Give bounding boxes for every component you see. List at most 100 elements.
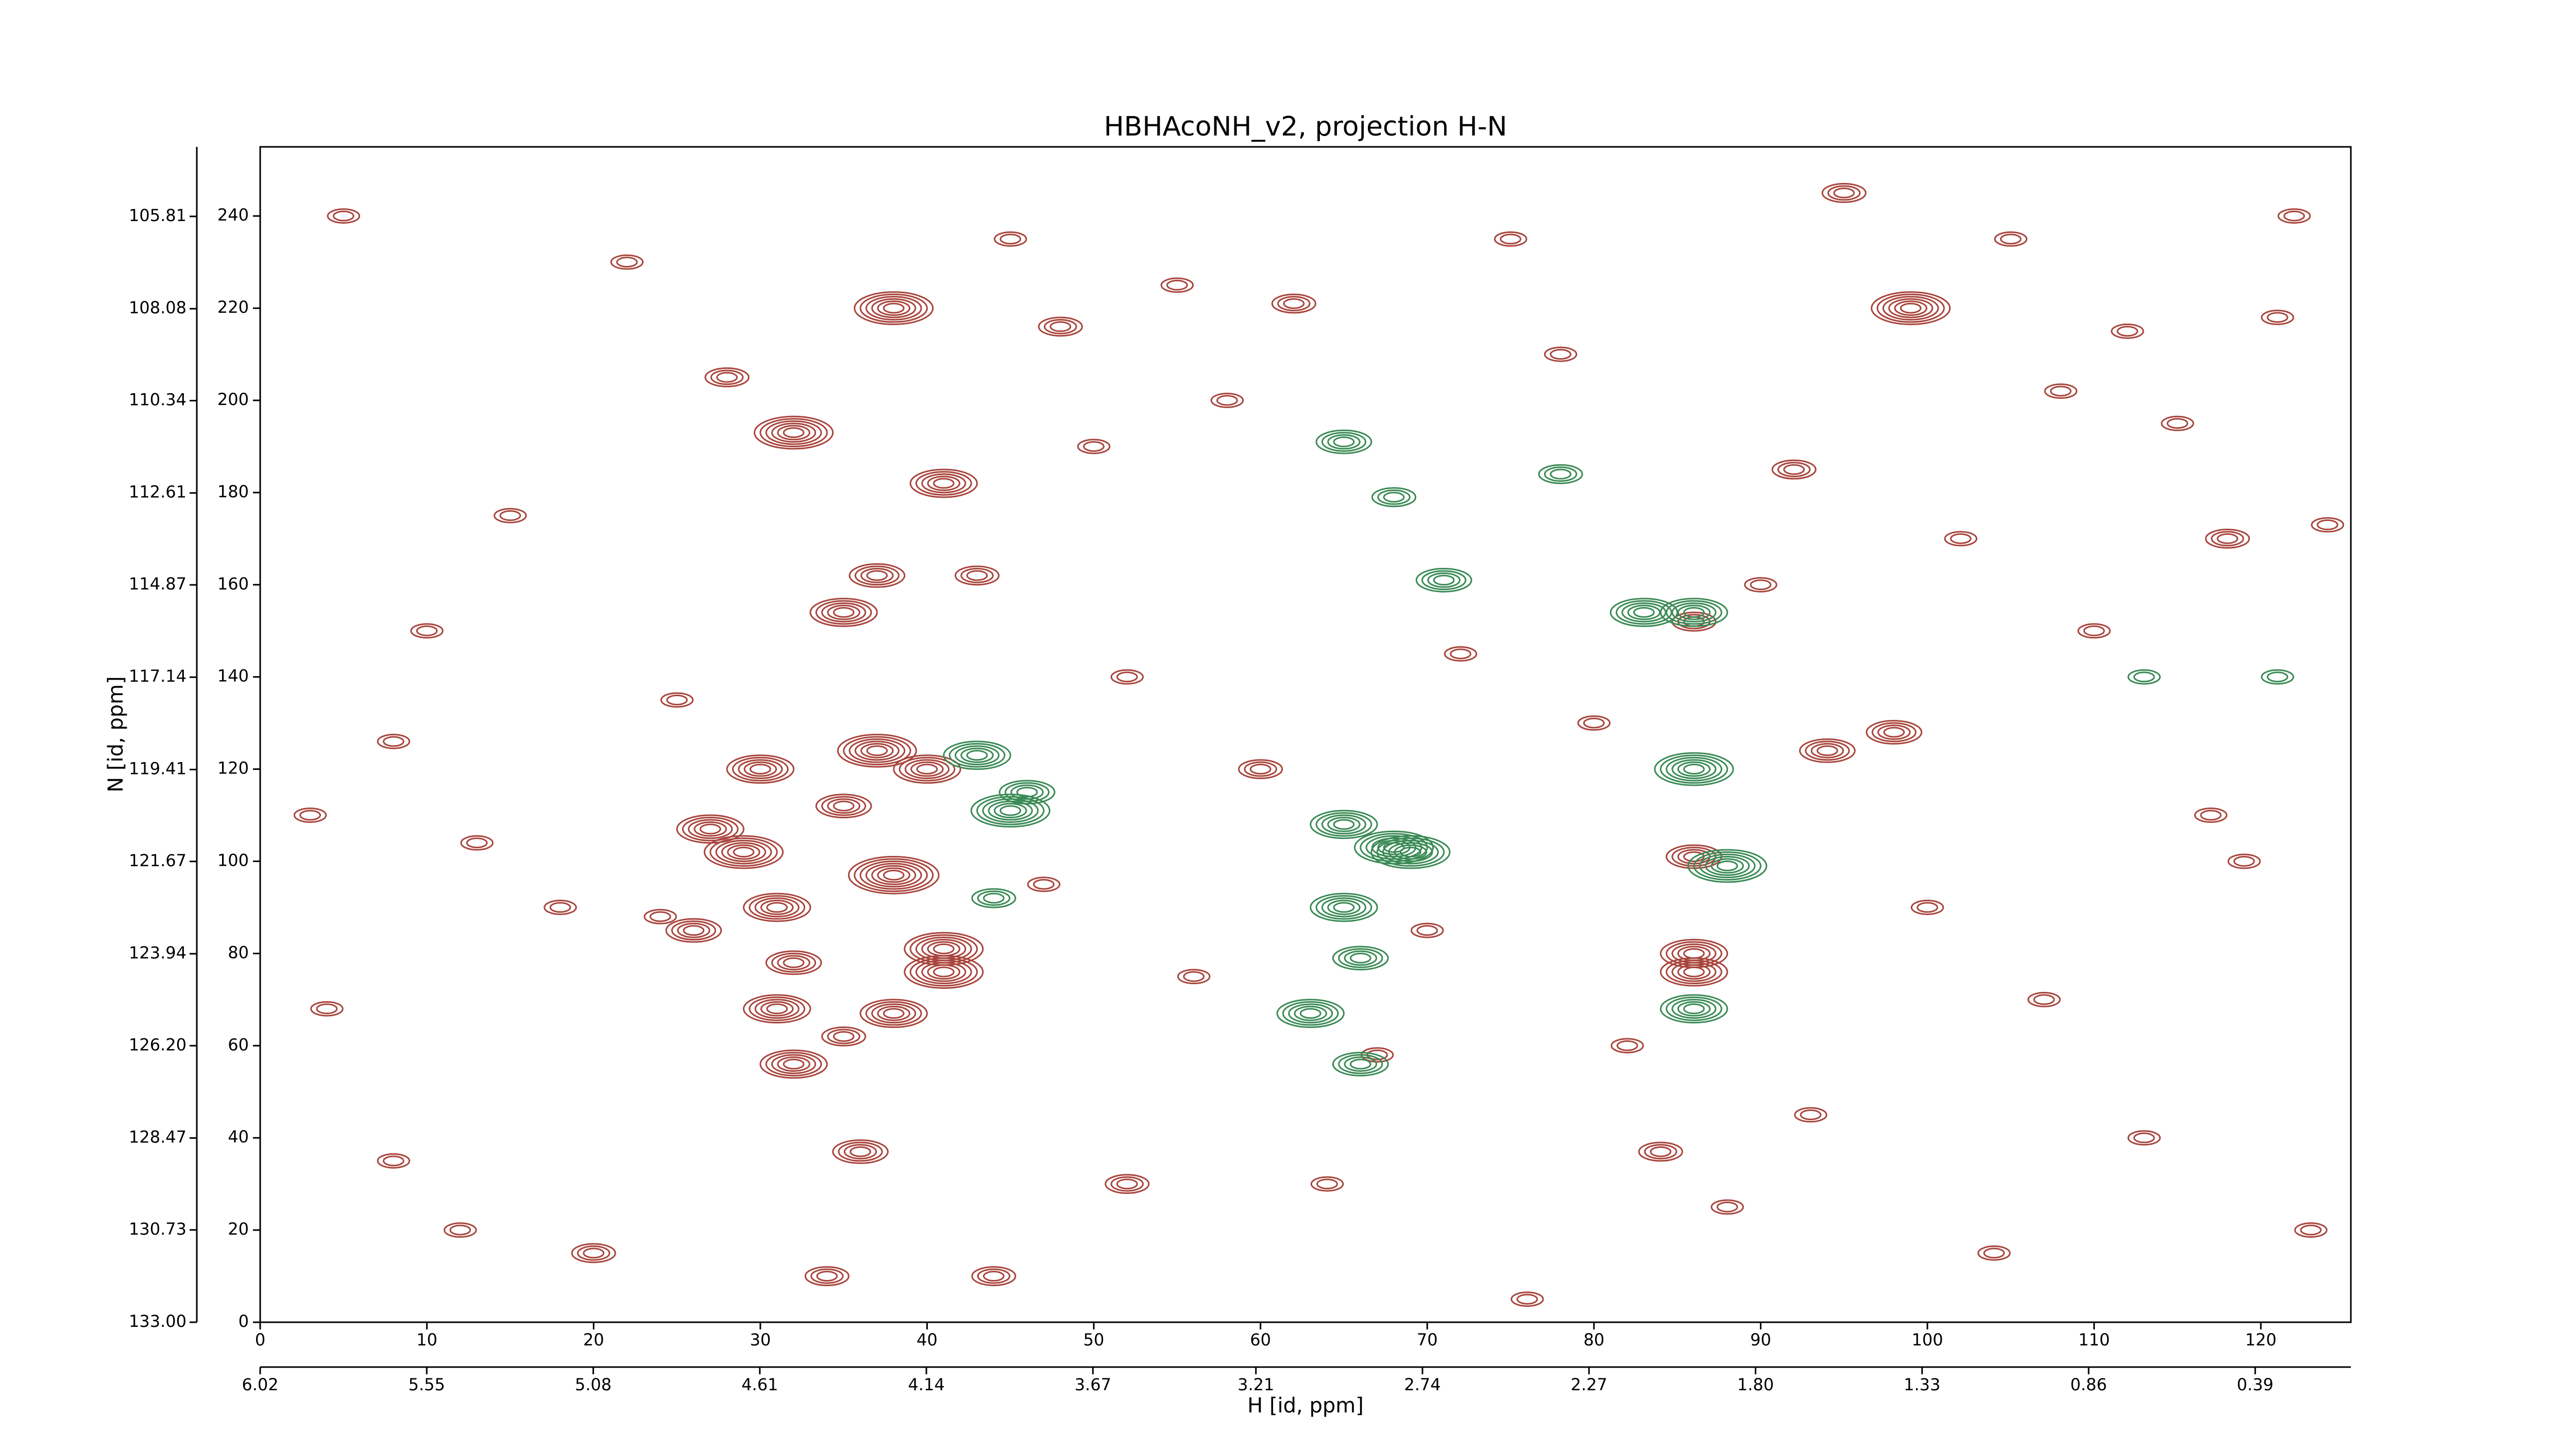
contour-ring [982, 798, 1039, 823]
contour-ring [827, 604, 860, 620]
contour-ring [933, 943, 955, 954]
contour-ring [1821, 183, 1867, 203]
contour-ring [783, 957, 805, 968]
contour-ring [1116, 1178, 1138, 1190]
contour-ring [1421, 570, 1467, 591]
contour-ring [1416, 925, 1438, 936]
contour-ring [1338, 1054, 1383, 1074]
contour-ring [1683, 607, 1705, 618]
contour-ring [821, 796, 867, 816]
contour-ring [1494, 231, 1528, 247]
contour-ring [1271, 293, 1316, 314]
contour-ring [765, 950, 822, 975]
contour-ring [1699, 853, 1756, 879]
chart-title: HBHAcoNH_v2, projection H-N [1104, 111, 1507, 142]
contour-ring [771, 952, 817, 973]
contour-ring [915, 959, 972, 985]
contour-ring [865, 296, 922, 321]
contour-ring [1888, 298, 1934, 318]
contour-ring [2311, 517, 2344, 533]
y-tick-label: 80 [228, 942, 249, 962]
y-tick-label: 140 [217, 666, 249, 686]
x-tick-label: 20 [583, 1330, 604, 1350]
contour-ring [2133, 671, 2155, 683]
contour-ring [1110, 669, 1144, 685]
y-tick-label: 120 [217, 759, 249, 778]
contour-ring [2233, 856, 2255, 867]
contour-ring [1433, 575, 1455, 586]
contour-ring [1616, 600, 1672, 625]
contour-ring [877, 867, 910, 883]
contour-ring [1710, 1199, 1744, 1215]
x-tick-label: 100 [1912, 1330, 1943, 1350]
x2-tick-label: 3.67 [1075, 1375, 1111, 1394]
contour-ring [2077, 623, 2111, 639]
contour-ring [726, 754, 795, 784]
contour-ring [833, 1031, 855, 1042]
contour-ring [883, 869, 905, 881]
contour-ring [2116, 326, 2139, 337]
x2-tick-label: 2.27 [1571, 1375, 1607, 1394]
contour-ring [777, 955, 810, 971]
y2-tick-label: 126.20 [129, 1035, 187, 1054]
contour-ring [877, 1005, 910, 1021]
contour-ring [1160, 277, 1194, 293]
contour-ring [416, 625, 438, 636]
contour-ring [1333, 436, 1355, 447]
contour-ring [1538, 464, 1583, 484]
x2-tick-label: 0.39 [2237, 1375, 2274, 1394]
contour-ring [1105, 1174, 1150, 1194]
contour-ring [1327, 817, 1361, 832]
contour-ring [2283, 210, 2305, 222]
contour-ring [1544, 466, 1578, 482]
y-tick-label: 100 [217, 850, 249, 870]
contour-ring [849, 563, 906, 588]
contour-ring [1666, 600, 1722, 625]
contour-ring [2211, 531, 2244, 547]
contour-ring [966, 750, 988, 761]
contour-ring [1654, 752, 1734, 786]
y-tick-label: 240 [217, 205, 249, 225]
contour-ring [709, 837, 778, 867]
contour-ring [310, 1001, 344, 1017]
contour-ring [2205, 528, 2250, 549]
contour-ring [1415, 567, 1472, 593]
contour-ring [1327, 434, 1361, 450]
contour-ring [2277, 208, 2311, 224]
contour-ring [948, 743, 1006, 768]
contour-ring [1316, 1178, 1338, 1190]
y-tick-label: 20 [228, 1219, 249, 1239]
contour-ring [854, 565, 900, 586]
contour-ring [1633, 607, 1655, 618]
contour-ring [960, 747, 994, 763]
contour-ring [2227, 853, 2261, 869]
contour-ring [771, 1054, 817, 1074]
contour-ring [909, 957, 978, 987]
contour-ring [765, 1052, 822, 1076]
contour-ring [1038, 316, 1083, 337]
contour-ring [1750, 579, 1772, 591]
y2-tick-label: 110.34 [129, 390, 187, 410]
contour-ring [571, 1243, 616, 1263]
contour-ring [1116, 671, 1138, 683]
contour-ring [1321, 432, 1366, 452]
contour-ring [1609, 598, 1679, 627]
x-tick-label: 40 [917, 1330, 938, 1350]
contour-ring [1705, 856, 1750, 876]
contour-ring [2194, 807, 2228, 823]
contour-ring [1671, 962, 1717, 982]
contour-ring [1238, 759, 1283, 779]
contour-ring [1683, 948, 1705, 959]
contour-ring [933, 478, 955, 489]
contour-ring [1877, 724, 1911, 740]
y2-tick-label: 112.61 [129, 482, 187, 502]
contour-ring [1410, 922, 1444, 938]
contour-ring [1500, 233, 1521, 245]
contour-ring [716, 372, 738, 383]
contour-ring [1333, 819, 1355, 830]
contour-ring [1383, 492, 1405, 503]
contour-ring [549, 902, 571, 913]
contour-ring [2166, 418, 2189, 429]
contour-ring [910, 761, 944, 777]
contour-ring [1677, 1001, 1711, 1017]
